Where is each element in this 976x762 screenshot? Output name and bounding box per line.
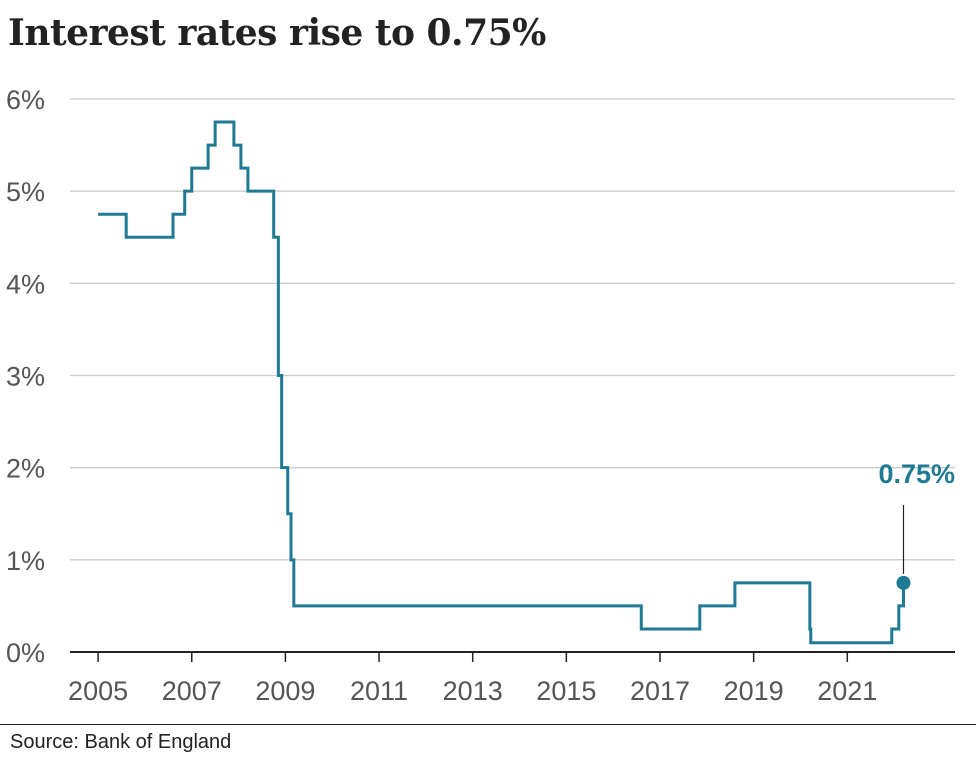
- gridlines: [70, 98, 955, 561]
- latest-value-marker: [896, 575, 911, 590]
- x-tick-label: 2015: [536, 676, 596, 706]
- y-tick-label: 4%: [6, 269, 45, 299]
- x-tick-label: 2021: [817, 676, 877, 706]
- x-tick-label: 2009: [255, 676, 315, 706]
- source-note: Source: Bank of England: [10, 731, 232, 753]
- x-tick-label: 2005: [68, 676, 128, 706]
- y-tick-label: 0%: [6, 638, 45, 668]
- y-tick-label: 6%: [6, 85, 45, 115]
- y-tick-label: 2%: [6, 454, 45, 484]
- source-divider: [0, 724, 976, 725]
- x-axis-tick-labels: 2005 2007 2009 2011 2013 2015 2017 2019 2021: [68, 652, 877, 706]
- x-tick-label: 2013: [443, 676, 503, 706]
- x-tick-label: 2017: [630, 676, 690, 706]
- y-tick-label: 1%: [6, 546, 45, 576]
- chart-title: Interest rates rise to 0.75%: [8, 12, 546, 54]
- x-tick-label: 2011: [350, 676, 408, 706]
- y-tick-label: 3%: [6, 362, 45, 392]
- series-line: [98, 120, 905, 645]
- x-tick-label: 2007: [162, 676, 222, 706]
- latest-value-label: 0.75%: [878, 459, 955, 489]
- y-tick-label: 5%: [6, 177, 45, 207]
- x-tick-label: 2019: [724, 676, 784, 706]
- line-chart: 0%1%2%3%4%5%6% 2005 2007 2009 2011 2013 2015 2…: [6, 85, 955, 706]
- y-axis-tick-labels: 0% 1% 2% 3% 4% 5% 6%: [6, 85, 45, 668]
